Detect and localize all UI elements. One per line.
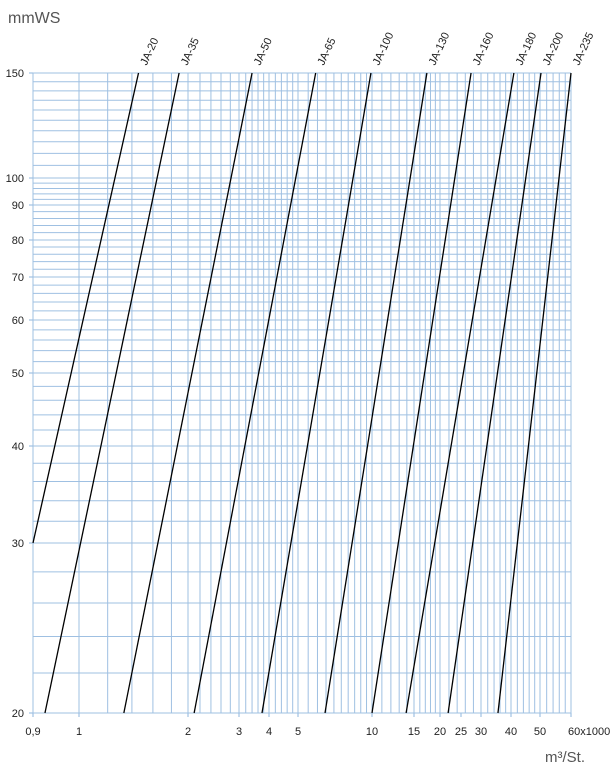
x-tick-label: 15 [408, 726, 420, 738]
x-tick-label: 2 [185, 726, 191, 738]
series-label: JA-160 [471, 31, 497, 68]
x-tick-label: 0,9 [25, 726, 40, 738]
x-tick-label: 5 [295, 726, 301, 738]
y-tick-label: 30 [12, 538, 24, 550]
x-tick-label: 10 [366, 726, 378, 738]
series-labels: JA-20 JA-35 JA-50 JA-65 JA-100 JA-130 JA-160 JA… [138, 31, 596, 68]
series-line-ja-100 [261, 72, 372, 714]
x-tick-label: 1 [76, 726, 82, 738]
series-line-ja-130 [324, 72, 428, 714]
x-tick-label: 30 [475, 726, 487, 738]
series-line-ja-160 [371, 72, 472, 714]
series-line-ja-65 [193, 72, 317, 714]
series-label: JA-65 [316, 36, 339, 67]
series-line-ja-20 [32, 72, 140, 544]
series-label: JA-235 [571, 31, 597, 68]
x-tick-label: 40 [505, 726, 517, 738]
x-axis-label: m³/St. [545, 749, 585, 766]
y-tick-label: 80 [12, 235, 24, 247]
y-tick-label: 150 [6, 68, 24, 80]
x-tick-labels: 0,9 1 2 3 4 5 10 15 20 25 30 40 50 60x1000 [25, 726, 610, 738]
y-tick-labels: 150 100 90 80 70 60 50 40 30 20 [6, 68, 24, 720]
series-line-ja-50 [123, 72, 253, 714]
y-tick-label: 40 [12, 441, 24, 453]
y-axis-label: mmWS [8, 10, 60, 27]
y-tick-label: 60 [12, 315, 24, 327]
x-tick-label: 3 [236, 726, 242, 738]
y-tick-label: 20 [12, 708, 24, 720]
series-label: JA-50 [252, 36, 275, 67]
x-tick-label: 4 [266, 726, 272, 738]
y-tick-label: 50 [12, 368, 24, 380]
x-tick-label: 25 [455, 726, 467, 738]
series-label: JA-200 [541, 31, 567, 68]
series-line-ja-235 [497, 72, 572, 714]
series-label: JA-130 [427, 31, 453, 68]
series-label: JA-180 [514, 31, 540, 68]
grid [29, 72, 572, 717]
series-label: JA-35 [179, 36, 202, 67]
x-tick-label: 20 [434, 726, 446, 738]
series-line-ja-180 [405, 72, 515, 714]
y-tick-label: 100 [6, 173, 24, 185]
y-tick-label: 70 [12, 272, 24, 284]
x-tick-label: 60x1000 [568, 726, 610, 738]
series-lines [32, 72, 572, 714]
y-tick-label: 90 [12, 200, 24, 212]
x-tick-label: 50 [534, 726, 546, 738]
series-label: JA-20 [138, 36, 161, 67]
series-line-ja-200 [447, 72, 542, 714]
series-label: JA-100 [371, 31, 397, 68]
series-line-ja-35 [44, 72, 180, 714]
